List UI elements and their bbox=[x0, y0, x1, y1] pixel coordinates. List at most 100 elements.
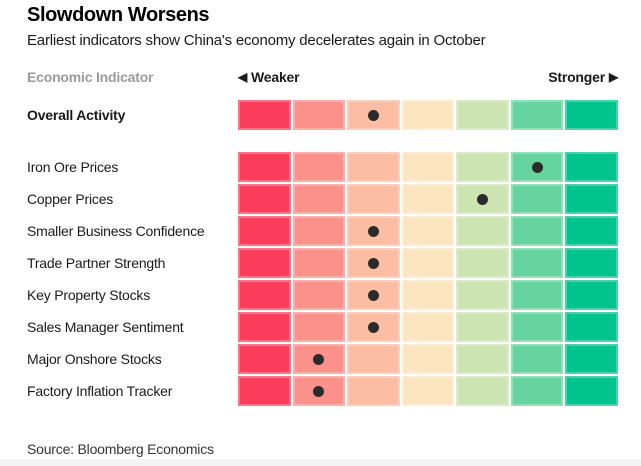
overall-activity-row-container: Overall Activity bbox=[27, 100, 619, 130]
heat-cell bbox=[292, 216, 346, 246]
heatmap-row: Major Onshore Stocks bbox=[27, 344, 619, 374]
heat-cell bbox=[510, 312, 564, 342]
heat-cell bbox=[565, 344, 619, 374]
heat-cell bbox=[510, 100, 564, 130]
heat-cell bbox=[238, 248, 291, 278]
heat-band bbox=[238, 280, 619, 310]
indicator-dot bbox=[367, 321, 379, 333]
heat-cell bbox=[347, 100, 400, 130]
heat-cell bbox=[510, 280, 564, 310]
heat-cell bbox=[238, 344, 291, 374]
heat-band bbox=[238, 216, 619, 246]
bottom-edge-bar bbox=[0, 459, 641, 466]
heat-cell bbox=[401, 376, 455, 406]
indicator-dot bbox=[367, 257, 379, 269]
heat-band bbox=[238, 152, 619, 182]
heatmap-row: Smaller Business Confidence bbox=[27, 216, 619, 246]
row-label: Key Property Stocks bbox=[27, 287, 151, 303]
heat-cell bbox=[292, 280, 346, 310]
heat-cell bbox=[238, 376, 291, 406]
heat-cell bbox=[565, 216, 619, 246]
row-label: Major Onshore Stocks bbox=[27, 351, 162, 367]
indicator-dot bbox=[313, 353, 325, 365]
page-subtitle: Earliest indicators show China's economy… bbox=[27, 32, 486, 49]
heat-cell bbox=[347, 280, 400, 310]
page-title: Slowdown Worsens bbox=[27, 4, 210, 26]
column-header-economic-indicator: Economic Indicator bbox=[27, 69, 154, 85]
heat-cell bbox=[456, 376, 509, 406]
heat-cell bbox=[456, 280, 509, 310]
heat-cell bbox=[238, 152, 291, 182]
heat-cell bbox=[456, 152, 509, 182]
heat-cell bbox=[456, 344, 509, 374]
heatmap-row: Factory Inflation Tracker bbox=[27, 376, 619, 406]
heat-cell bbox=[401, 100, 455, 130]
heat-cell bbox=[401, 152, 455, 182]
heat-cell bbox=[565, 248, 619, 278]
heat-cell bbox=[456, 312, 509, 342]
stronger-label-text: Stronger bbox=[548, 69, 605, 85]
heat-cell bbox=[238, 100, 291, 130]
heat-cell bbox=[292, 344, 346, 374]
heat-cell bbox=[347, 344, 400, 374]
row-label: Factory Inflation Tracker bbox=[27, 383, 173, 399]
row-label: Iron Ore Prices bbox=[27, 159, 119, 175]
indicator-dot bbox=[367, 109, 379, 121]
heat-cell bbox=[347, 184, 400, 214]
heat-cell bbox=[565, 184, 619, 214]
heatmap-row: Copper Prices bbox=[27, 184, 619, 214]
heat-cell bbox=[456, 216, 509, 246]
heat-cell bbox=[565, 152, 619, 182]
weaker-label-text: Weaker bbox=[251, 69, 300, 85]
heat-cell bbox=[510, 216, 564, 246]
indicator-dot bbox=[477, 193, 489, 205]
heat-cell bbox=[565, 100, 619, 130]
heat-cell bbox=[347, 248, 400, 278]
row-label: Trade Partner Strength bbox=[27, 255, 166, 271]
indicator-dot bbox=[367, 289, 379, 301]
indicator-dot bbox=[313, 385, 325, 397]
heat-cell bbox=[565, 312, 619, 342]
row-label: Copper Prices bbox=[27, 191, 114, 207]
heatmap-row: Overall Activity bbox=[27, 100, 619, 130]
row-label: Smaller Business Confidence bbox=[27, 223, 205, 239]
heat-cell bbox=[292, 248, 346, 278]
heat-cell bbox=[238, 216, 291, 246]
right-arrow-icon: ▶ bbox=[608, 70, 618, 84]
heatmap-row: Iron Ore Prices bbox=[27, 152, 619, 182]
heat-cell bbox=[238, 312, 291, 342]
heat-cell bbox=[292, 100, 346, 130]
row-label: Overall Activity bbox=[27, 107, 126, 123]
heat-cell bbox=[347, 152, 400, 182]
heat-band bbox=[238, 344, 619, 374]
heat-cell bbox=[401, 216, 455, 246]
heat-band bbox=[238, 184, 619, 214]
heat-cell bbox=[510, 376, 564, 406]
indicator-rows-container: Iron Ore Prices Copper Prices Smaller Bu… bbox=[27, 152, 619, 406]
stronger-axis-label: Stronger ▶ bbox=[548, 69, 618, 85]
indicator-dot bbox=[367, 225, 379, 237]
heat-cell bbox=[238, 280, 291, 310]
heat-band bbox=[238, 376, 619, 406]
heat-cell bbox=[347, 312, 400, 342]
weaker-axis-label: ◀ Weaker bbox=[238, 69, 300, 85]
heat-cell bbox=[456, 184, 509, 214]
heat-cell bbox=[347, 376, 400, 406]
heat-cell bbox=[347, 216, 400, 246]
heat-band bbox=[238, 248, 619, 278]
heatmap-row: Key Property Stocks bbox=[27, 280, 619, 310]
heat-band bbox=[238, 100, 619, 130]
heat-cell bbox=[401, 344, 455, 374]
heat-cell bbox=[292, 312, 346, 342]
heatmap-row: Sales Manager Sentiment bbox=[27, 312, 619, 342]
heat-cell bbox=[292, 152, 346, 182]
source-note: Source: Bloomberg Economics bbox=[27, 441, 214, 457]
heat-cell bbox=[456, 100, 509, 130]
heat-cell bbox=[456, 248, 509, 278]
axis-legend-row: Economic Indicator ◀ Weaker Stronger ▶ bbox=[27, 69, 618, 86]
heat-cell bbox=[401, 280, 455, 310]
heat-cell bbox=[510, 344, 564, 374]
left-arrow-icon: ◀ bbox=[238, 70, 248, 84]
row-label: Sales Manager Sentiment bbox=[27, 319, 184, 335]
